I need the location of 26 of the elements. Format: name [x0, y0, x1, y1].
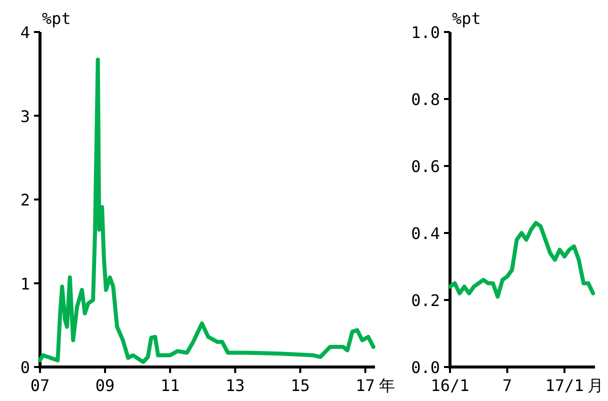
y-tick-label: 0.8 — [411, 90, 440, 109]
y-tick-label: 0.0 — [411, 358, 440, 377]
y-axis-title: %pt — [42, 9, 71, 28]
x-tick-label: 7 — [502, 376, 512, 395]
y-tick-label: 0.4 — [411, 224, 440, 243]
x-tick-label: 15 — [290, 376, 310, 395]
x-tick-label: 17 — [356, 376, 375, 395]
x-tick-label: 09 — [95, 376, 115, 395]
x-axis-title: 月 — [588, 376, 604, 395]
y-tick-label: 1 — [20, 274, 30, 294]
y-tick-label: 0.2 — [411, 291, 440, 310]
y-tick-label: 0 — [20, 358, 30, 377]
x-tick-label: 17/1 — [545, 376, 584, 395]
line-series — [448, 220, 596, 299]
y-tick-label: 3 — [20, 106, 30, 126]
x-tick-label: 16/1 — [430, 376, 470, 395]
y-tick-label: 4 — [20, 23, 30, 42]
y-tick-label: 2 — [20, 190, 30, 210]
x-tick-label: 11 — [160, 376, 180, 395]
x-axis-title: 年 — [378, 376, 395, 395]
y-axis-title: %pt — [452, 9, 481, 28]
x-tick-label: 13 — [226, 376, 245, 395]
line-series — [38, 58, 376, 364]
y-tick-label: 0.6 — [411, 157, 440, 176]
x-tick-label: 07 — [30, 376, 50, 395]
y-tick-label: 1.0 — [411, 23, 440, 42]
